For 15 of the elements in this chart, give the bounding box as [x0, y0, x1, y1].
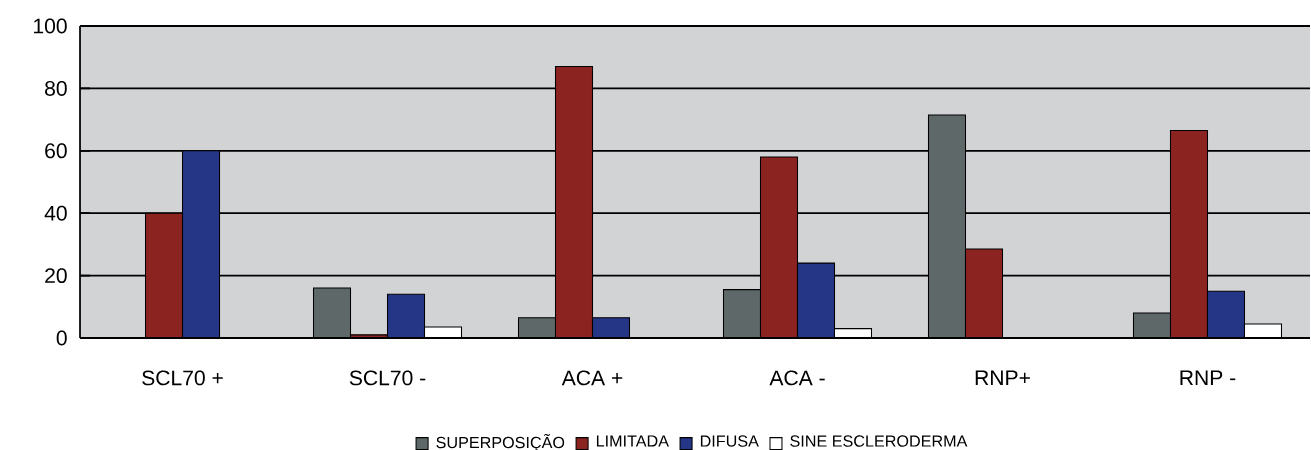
- y-tick-label: 100: [34, 18, 67, 34]
- legend-label: SINE ESCLERODERMA: [790, 435, 968, 447]
- legend-label: DIFUSA: [700, 435, 759, 447]
- legend-label: LIMITADA: [596, 435, 669, 447]
- y-tick-label: 80: [45, 80, 67, 96]
- y-tick-label: 60: [45, 143, 67, 159]
- x-tick-label: RNP -: [1180, 370, 1236, 385]
- x-tick-label: ACA +: [561, 370, 623, 386]
- y-tick-label: 40: [44, 205, 67, 221]
- x-tick-label: SCL70 +: [142, 370, 223, 386]
- x-tick-label: SCL70 -: [349, 370, 426, 386]
- y-tick-label: 20: [45, 268, 67, 284]
- x-tick-label: ACA -: [769, 370, 825, 386]
- y-tick-label: 0: [56, 330, 67, 346]
- x-tick-label: RNP+: [975, 370, 1030, 385]
